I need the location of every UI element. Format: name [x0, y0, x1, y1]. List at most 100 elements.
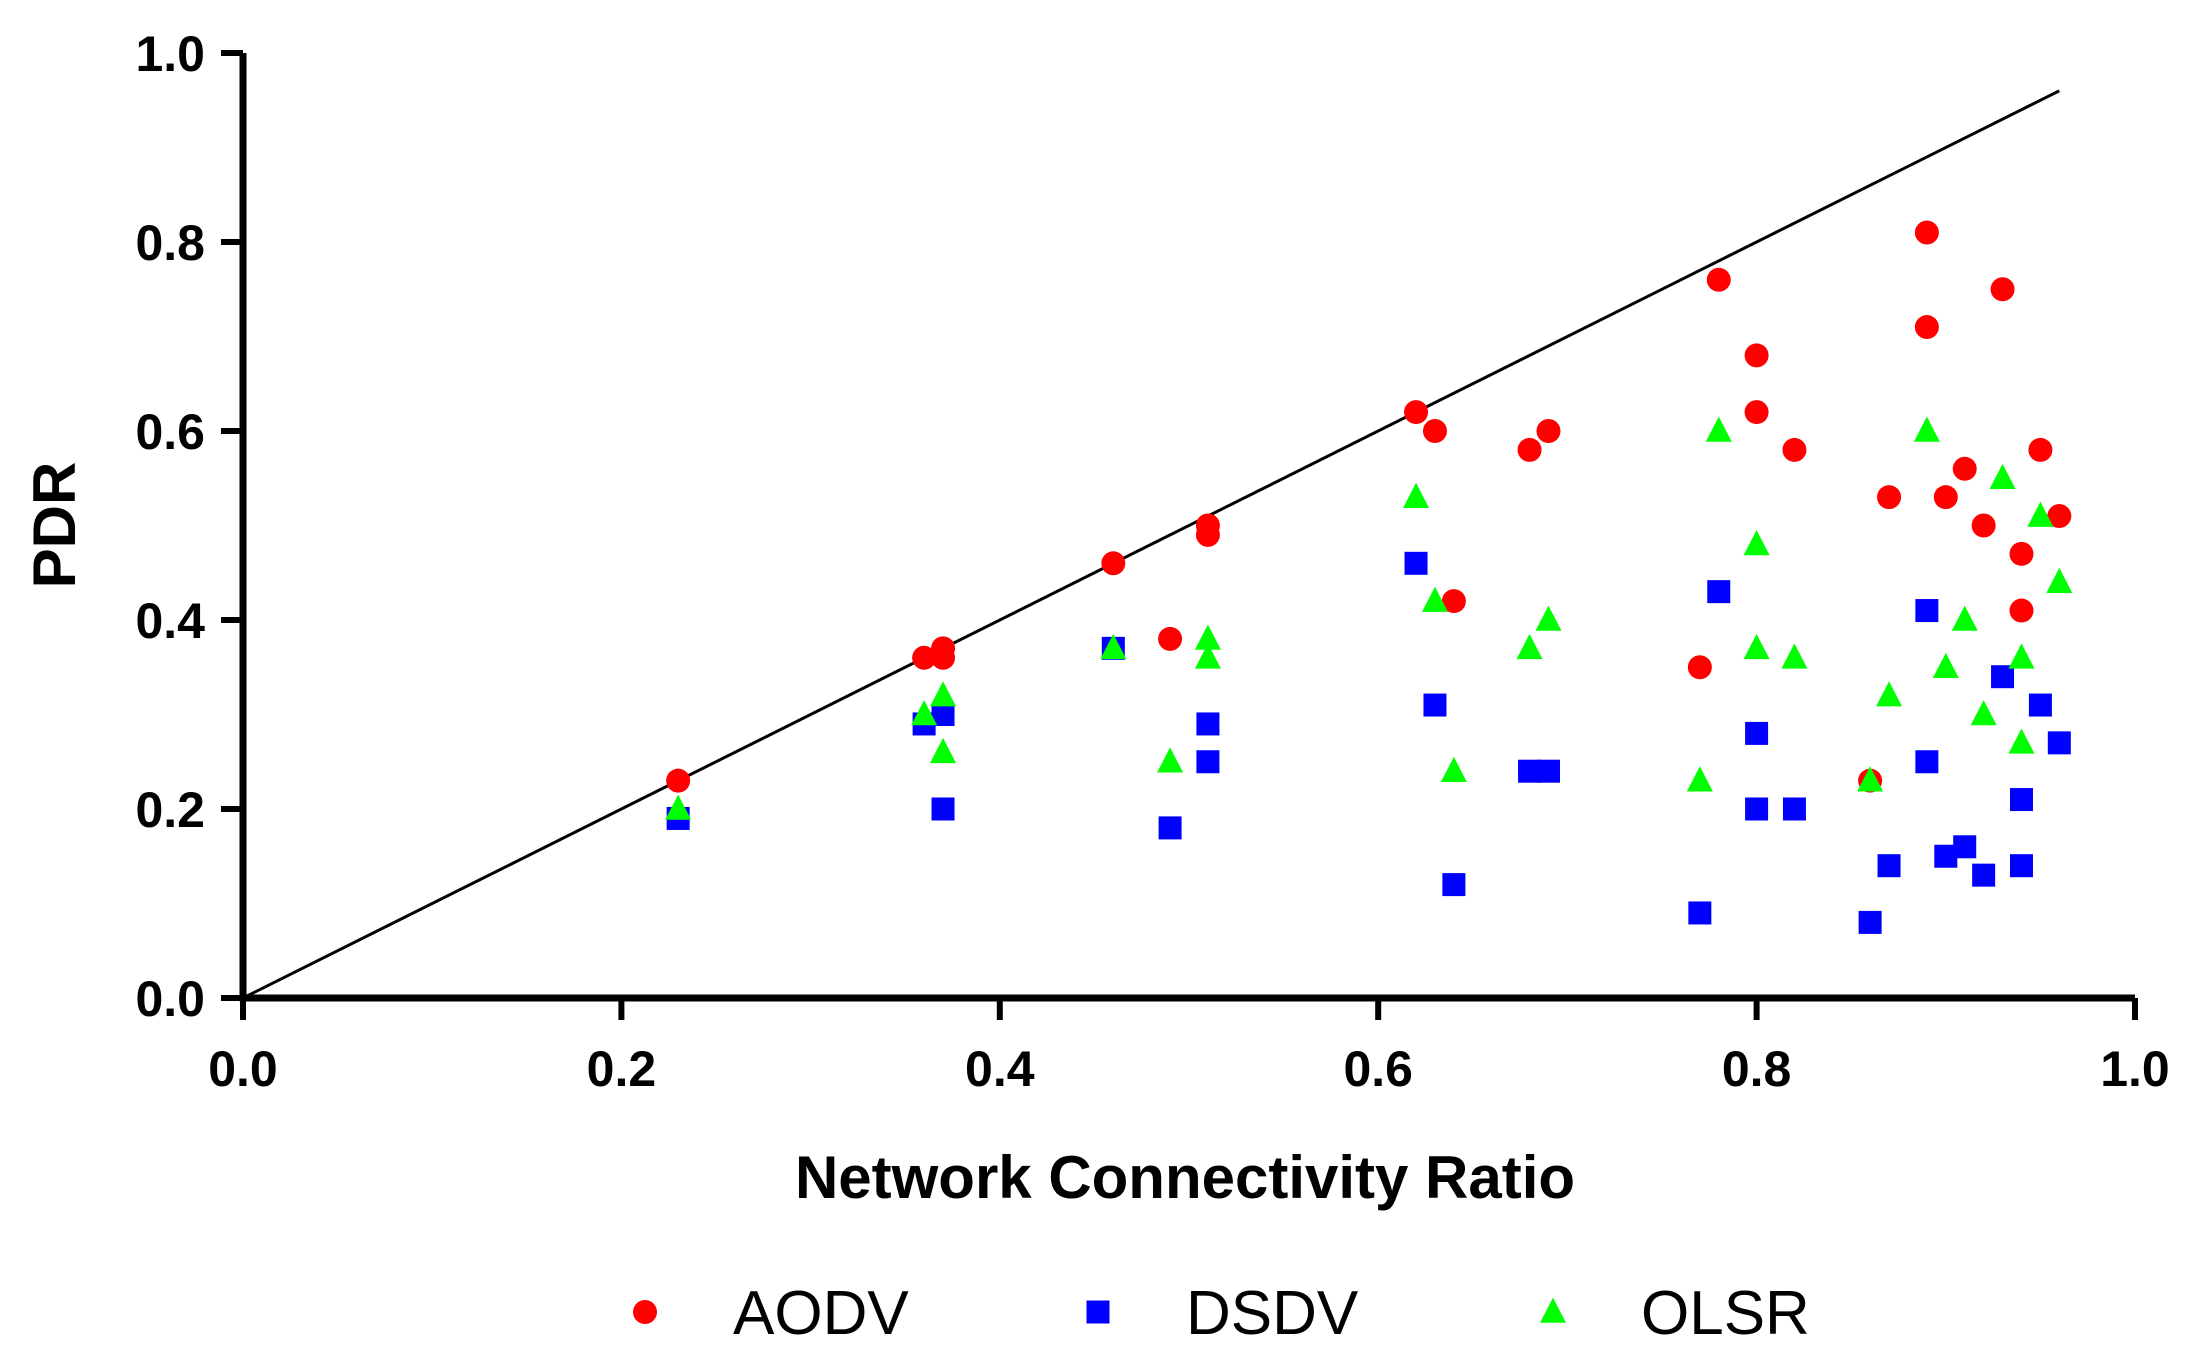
aodv-point [2028, 437, 2053, 462]
olsr-point [2046, 567, 2073, 593]
axes [239, 53, 2135, 1002]
y-tick-label: 0.0 [135, 971, 205, 1027]
dsdv-point [931, 703, 955, 726]
olsr-point [1194, 643, 1221, 669]
dsdv-point [1745, 721, 1769, 745]
dsdv-point [1782, 797, 1806, 821]
aodv-point [1914, 315, 1939, 340]
olsr-point [1781, 643, 1808, 669]
olsr-point [930, 681, 957, 707]
series-dsdv [666, 551, 2071, 934]
data-points [665, 220, 2073, 934]
olsr-point [911, 700, 938, 726]
dsdv-point [2009, 854, 2033, 878]
olsr-point [1913, 416, 1940, 442]
olsr-point [1194, 624, 1221, 650]
dsdv-point [1536, 759, 1560, 783]
olsr-point [1743, 633, 1770, 660]
y-axis-title: PDR [21, 462, 88, 589]
x-tick-label: 1.0 [2100, 1041, 2170, 1097]
aodv-point [931, 636, 956, 661]
x-tick-label: 0.6 [1343, 1041, 1413, 1097]
aodv-point [1706, 267, 1731, 292]
dsdv-point [1404, 551, 1428, 575]
dsdv-point [1972, 863, 1996, 887]
legend-item-dsdv: DSDV [1086, 1279, 1359, 1348]
aodv-point [1536, 419, 1561, 443]
olsr-point [1743, 530, 1770, 556]
dsdv-point [1745, 797, 1769, 821]
olsr-point [1932, 652, 1959, 679]
aodv-point [1877, 485, 1902, 510]
dsdv-point [2047, 731, 2071, 755]
aodv-point [666, 768, 691, 793]
olsr-point [1535, 605, 1562, 631]
legend-marker-aodv [633, 1300, 657, 1324]
olsr-point [1989, 463, 2016, 490]
aodv-point [1933, 485, 1958, 510]
tick-labels: 0.0 0.2 0.4 0.6 0.8 1.0 0.0 0.2 0.4 0.6 0.8 1.0 [135, 26, 2169, 1097]
olsr-point [2008, 643, 2035, 669]
x-tick-label: 0.0 [208, 1041, 278, 1097]
x-tick-label: 0.4 [965, 1041, 1035, 1097]
aodv-point [1404, 400, 1429, 425]
olsr-point [1686, 766, 1713, 792]
aodv-point [2009, 598, 2034, 623]
dsdv-point [1518, 759, 1542, 783]
olsr-point [1516, 633, 1543, 660]
dsdv-point [1423, 693, 1447, 717]
dsdv-point [1707, 580, 1731, 604]
dsdv-point [2028, 693, 2052, 717]
aodv-point [2009, 541, 2034, 566]
aodv-point [912, 645, 937, 670]
dsdv-point [1858, 910, 1882, 934]
aodv-point [1952, 456, 1977, 481]
legend-marker-olsr [1540, 1297, 1566, 1323]
aodv-point [1517, 437, 1542, 462]
dsdv-point [1915, 750, 1939, 774]
olsr-point [1857, 766, 1884, 792]
aodv-point [1782, 437, 1807, 462]
legend-marker-dsdv [1086, 1300, 1110, 1324]
legend-label: AODV [733, 1279, 909, 1348]
aodv-point [2047, 504, 2072, 529]
olsr-point [1403, 482, 1430, 508]
reference-line-layer [242, 89, 2060, 1000]
legend-label: DSDV [1186, 1279, 1359, 1348]
olsr-point [1705, 416, 1732, 442]
legend: AODV DSDV OLSR [633, 1279, 1810, 1348]
reference-line [242, 89, 2060, 1000]
olsr-point [1440, 756, 1467, 782]
dsdv-point [1991, 665, 2015, 689]
aodv-point [1744, 343, 1769, 368]
olsr-point [1951, 605, 1978, 631]
dsdv-point [931, 797, 955, 821]
aodv-point [1441, 589, 1466, 614]
series-aodv [666, 220, 2072, 793]
legend-item-olsr: OLSR [1540, 1279, 1810, 1348]
dsdv-point [1158, 816, 1182, 840]
y-tick-label: 1.0 [135, 26, 205, 82]
aodv-point [1971, 513, 1996, 538]
dsdv-point [1196, 750, 1220, 774]
olsr-point [2008, 728, 2035, 754]
legend-item-aodv: AODV [633, 1279, 909, 1348]
dsdv-point [2009, 788, 2033, 812]
aodv-point [1422, 419, 1447, 443]
olsr-point [1970, 700, 1997, 726]
dsdv-point [1196, 712, 1220, 736]
x-axis-title: Network Connectivity Ratio [795, 1144, 1575, 1211]
olsr-point [1100, 633, 1127, 660]
series-olsr [665, 416, 2073, 820]
y-tick-label: 0.2 [135, 782, 205, 838]
dsdv-point [1442, 873, 1466, 897]
olsr-point [665, 794, 692, 820]
aodv-point [1195, 513, 1220, 538]
dsdv-point [1877, 854, 1901, 878]
olsr-point [1421, 586, 1448, 612]
dsdv-point [1688, 901, 1712, 925]
aodv-point [1990, 277, 2015, 302]
aodv-point [1914, 220, 1939, 245]
y-tick-label: 0.4 [135, 593, 205, 649]
